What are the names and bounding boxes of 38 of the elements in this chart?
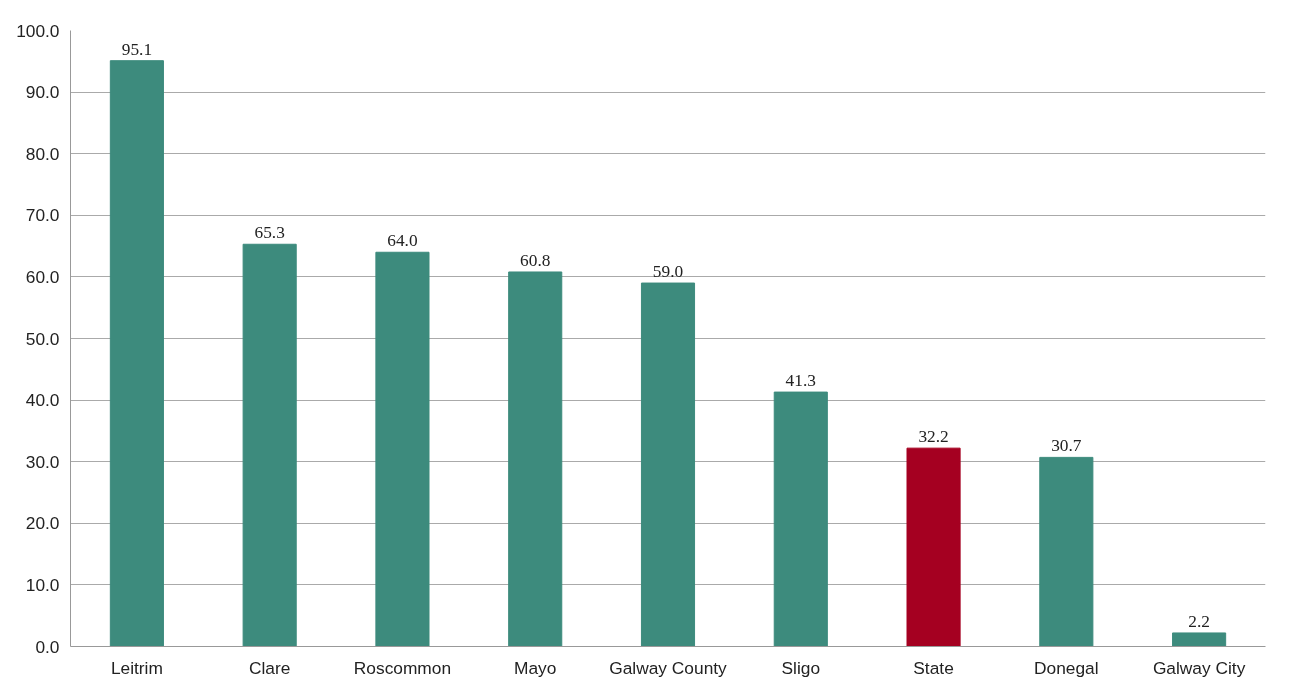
bar: [242, 243, 297, 647]
x-tick-label: Mayo: [514, 657, 557, 678]
bar: [640, 282, 696, 647]
x-tick-label: Sligo: [781, 657, 821, 678]
data-label: 59.0: [652, 262, 684, 282]
y-tick-label: 20.0: [25, 513, 60, 534]
y-tick-label: 60.0: [25, 266, 60, 287]
data-label: 60.8: [520, 250, 551, 270]
y-tick-label: 100.0: [16, 20, 60, 41]
data-label: 64.0: [387, 231, 418, 251]
data-label: 30.7: [1051, 436, 1082, 456]
x-tick-label: Donegal: [1034, 657, 1099, 678]
data-label: 2.2: [1188, 611, 1210, 631]
bar: [906, 447, 961, 647]
bar: [508, 271, 563, 647]
y-tick-label: 80.0: [25, 143, 60, 164]
y-tick-label: 10.0: [25, 574, 60, 595]
data-label: 32.2: [918, 427, 949, 447]
y-tick-label: 40.0: [25, 390, 60, 411]
x-tick-label: Galway City: [1152, 657, 1246, 678]
y-tick-label: 50.0: [25, 328, 60, 349]
x-tick-label: Clare: [248, 657, 291, 678]
data-label: 65.3: [254, 223, 285, 243]
y-tick-label: 30.0: [25, 451, 60, 472]
bar: [773, 391, 828, 647]
bar: [1172, 632, 1227, 647]
bar: [1039, 456, 1094, 647]
data-label: 41.3: [785, 371, 816, 391]
y-tick-label: 70.0: [25, 205, 60, 226]
x-tick-label: Leitrim: [110, 657, 163, 678]
x-tick-label: Roscommon: [353, 657, 452, 678]
y-tick-label: 90.0: [25, 82, 60, 103]
y-tick-label: 0.0: [35, 636, 60, 657]
bar: [109, 60, 164, 647]
x-tick-label: State: [913, 657, 954, 678]
x-tick-label: Galway County: [609, 657, 728, 678]
data-label: 95.1: [121, 39, 153, 59]
bar: [375, 251, 430, 647]
